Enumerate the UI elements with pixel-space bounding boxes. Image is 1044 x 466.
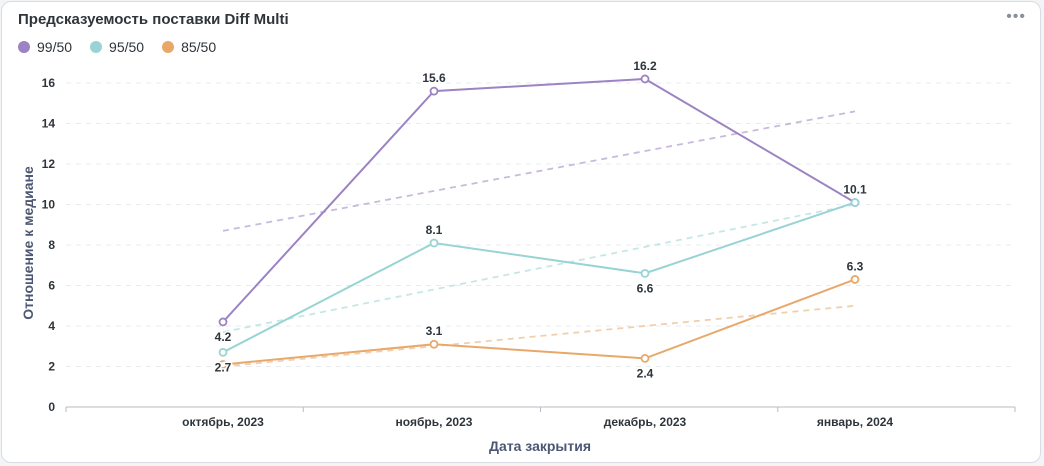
data-label: 6.6: [637, 281, 654, 295]
chart-title: Предсказуемость поставки Diff Multi: [18, 11, 289, 28]
series-line-99-50: [222, 77, 856, 323]
data-point: [640, 74, 650, 84]
series-line-85-50: [222, 278, 856, 366]
legend-label: 99/50: [37, 39, 73, 55]
data-point: [429, 238, 439, 248]
y-tick-label: 0: [48, 400, 55, 414]
series-line-95-50: [222, 201, 856, 354]
y-tick-label: 10: [42, 198, 56, 212]
data-point: [429, 339, 439, 349]
trend-line-99-50: [222, 110, 856, 232]
data-point: [218, 347, 228, 357]
x-tick-label: октябрь, 2023: [182, 415, 264, 429]
data-point: [218, 360, 228, 369]
trend-line-85-50: [222, 304, 856, 368]
data-label: 6.3: [847, 259, 864, 273]
data-point: [850, 275, 860, 284]
y-axis-label: Отношение к медиане: [20, 166, 36, 320]
data-point: [640, 353, 650, 363]
data-point: [850, 198, 860, 207]
data-point: [640, 268, 650, 278]
data-label: 8.1: [426, 223, 443, 237]
data-label: 10.1: [843, 182, 867, 196]
y-tick-label: 8: [48, 238, 55, 252]
legend-dot-95-50: [90, 41, 103, 53]
data-label: 2.4: [637, 366, 654, 380]
data-label: 15.6: [422, 71, 446, 85]
legend-item-99-50[interactable]: 99/50: [18, 39, 72, 55]
data-label: 4.2: [215, 330, 232, 344]
legend-dot-99-50: [18, 41, 30, 53]
x-tick-label: декабрь, 2023: [604, 415, 687, 429]
y-tick-label: 14: [42, 117, 56, 131]
legend-item-95-50[interactable]: 95/50: [90, 39, 144, 55]
legend: 99/50 95/50 85/50: [18, 39, 216, 55]
data-point: [218, 317, 228, 327]
legend-label: 95/50: [109, 39, 145, 55]
more-horizontal-icon[interactable]: •••: [1006, 8, 1026, 25]
y-tick-label: 16: [42, 76, 56, 90]
legend-label: 85/50: [181, 39, 217, 55]
x-tick-label: январь, 2024: [817, 415, 894, 429]
y-tick-label: 12: [42, 157, 56, 171]
y-tick-label: 2: [48, 360, 55, 374]
x-tick-label: ноябрь, 2023: [396, 415, 473, 429]
trend-line-95-50: [222, 203, 856, 333]
legend-dot-85-50: [162, 41, 175, 53]
y-tick-label: 6: [48, 279, 55, 293]
legend-item-85-50[interactable]: 85/50: [162, 39, 216, 55]
x-axis-label: Дата закрытия: [489, 438, 591, 454]
data-point: [429, 86, 439, 96]
y-tick-label: 4: [48, 319, 55, 333]
data-label: 3.1: [426, 324, 443, 338]
data-label: 2.7: [215, 360, 232, 374]
data-label: 16.2: [633, 59, 657, 73]
